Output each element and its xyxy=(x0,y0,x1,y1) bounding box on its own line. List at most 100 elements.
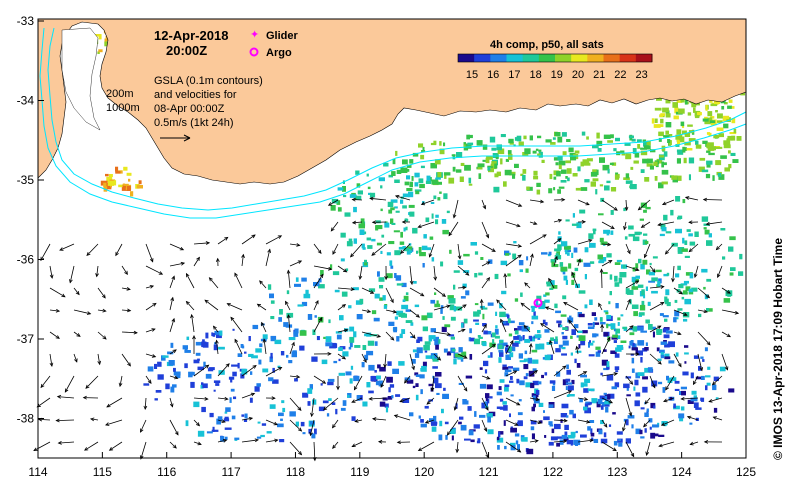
sst-pixel xyxy=(425,217,430,223)
sst-pixel xyxy=(251,355,258,359)
sst-pixel xyxy=(113,180,117,186)
sst-pixel xyxy=(288,337,296,341)
map-frame xyxy=(37,18,747,459)
sst-pixel xyxy=(631,304,639,309)
velocity-arrow-head xyxy=(95,273,99,278)
sst-pixel xyxy=(541,374,544,379)
sst-pixel xyxy=(695,144,702,149)
sst-pixel xyxy=(605,311,609,315)
sst-pixel xyxy=(560,180,567,183)
sst-pixel xyxy=(598,260,605,264)
velocity-arrow xyxy=(577,419,590,423)
sst-pixel xyxy=(268,377,274,382)
sst-pixel xyxy=(590,181,596,187)
velocity-arrow xyxy=(481,277,490,289)
sst-pixel xyxy=(659,155,664,158)
sst-pixel xyxy=(321,359,328,365)
sst-pixel xyxy=(628,135,634,139)
sst-pixel xyxy=(595,351,601,357)
velocity-arrow-head xyxy=(286,314,291,319)
sst-pixel xyxy=(419,183,425,189)
sst-pixel xyxy=(147,366,154,372)
sst-pixel xyxy=(450,429,456,434)
sst-pixel xyxy=(526,448,534,455)
sst-pixel xyxy=(383,162,389,167)
sst-pixel xyxy=(651,277,658,282)
colorbar-tick-label: 17 xyxy=(508,69,520,81)
sst-pixel xyxy=(687,399,694,404)
velocity-arrow xyxy=(529,221,537,225)
sst-pixel xyxy=(97,51,100,54)
velocity-arrow-head xyxy=(97,360,102,366)
sst-pixel xyxy=(361,362,365,368)
sst-pixel xyxy=(335,331,342,334)
velocity-arrow xyxy=(681,397,699,400)
velocity-arrow-head xyxy=(598,302,602,308)
velocity-arrow xyxy=(332,441,339,449)
velocity-arrow xyxy=(370,197,387,201)
velocity-arrow xyxy=(505,254,522,267)
velocity-arrow-head xyxy=(563,439,568,444)
sst-pixel xyxy=(202,383,208,389)
sst-pixel xyxy=(505,349,511,353)
velocity-arrow-head xyxy=(658,443,663,448)
colorbar-swatch xyxy=(474,54,491,62)
velocity-arrow xyxy=(385,309,397,313)
sst-pixel xyxy=(440,261,444,267)
velocity-arrow xyxy=(457,286,466,289)
sst-pixel xyxy=(674,388,680,391)
sst-pixel xyxy=(487,165,494,168)
sst-pixel xyxy=(720,155,727,159)
sst-pixel xyxy=(519,360,526,363)
velocity-arrow xyxy=(409,331,416,339)
velocity-arrow-head xyxy=(549,339,553,345)
velocity-arrow-head xyxy=(542,234,547,238)
sst-pixel xyxy=(453,270,460,273)
velocity-arrow-head xyxy=(411,366,415,371)
sst-pixel xyxy=(507,314,510,319)
sst-pixel xyxy=(444,421,449,425)
sst-pixel xyxy=(376,375,381,380)
sst-pixel xyxy=(441,326,447,333)
velocity-arrow-head xyxy=(394,194,400,199)
velocity-arrow xyxy=(216,340,219,355)
sst-pixel xyxy=(170,386,175,393)
sst-pixel xyxy=(615,303,619,309)
sst-pixel xyxy=(477,166,483,170)
sst-pixel xyxy=(560,169,567,174)
sst-pixel xyxy=(619,272,627,278)
sst-pixel xyxy=(434,303,441,308)
sst-pixel xyxy=(645,319,650,324)
sst-pixel xyxy=(522,335,525,341)
velocity-arrow-head xyxy=(629,325,634,330)
sst-pixel xyxy=(684,132,691,137)
velocity-arrow-head xyxy=(118,382,123,388)
velocity-arrow-head xyxy=(224,236,229,241)
sst-pixel xyxy=(400,231,403,238)
sst-pixel xyxy=(688,288,693,293)
velocity-arrow-head xyxy=(369,290,375,294)
sst-pixel xyxy=(543,294,547,297)
sst-pixel xyxy=(572,213,575,218)
sst-pixel xyxy=(182,345,188,350)
sst-pixel xyxy=(526,186,530,190)
sst-pixel xyxy=(577,330,583,333)
velocity-arrow-head xyxy=(688,220,693,225)
sst-pixel xyxy=(580,187,588,191)
sst-pixel xyxy=(564,245,571,250)
sst-pixel xyxy=(620,314,624,317)
sst-pixel xyxy=(439,420,443,427)
sst-pixel xyxy=(421,315,428,321)
velocity-arrow xyxy=(576,346,579,355)
velocity-arrow xyxy=(337,353,346,360)
velocity-arrow-head xyxy=(108,446,114,451)
sst-pixel xyxy=(523,376,528,380)
colorbar-swatch xyxy=(571,54,588,62)
velocity-arrow-head xyxy=(627,249,631,255)
sst-pixel xyxy=(593,322,600,325)
velocity-arrow xyxy=(263,339,267,355)
sst-pixel xyxy=(583,162,591,166)
sst-pixel xyxy=(382,397,388,401)
velocity-arrow-head xyxy=(190,313,194,319)
velocity-arrow xyxy=(395,195,411,201)
